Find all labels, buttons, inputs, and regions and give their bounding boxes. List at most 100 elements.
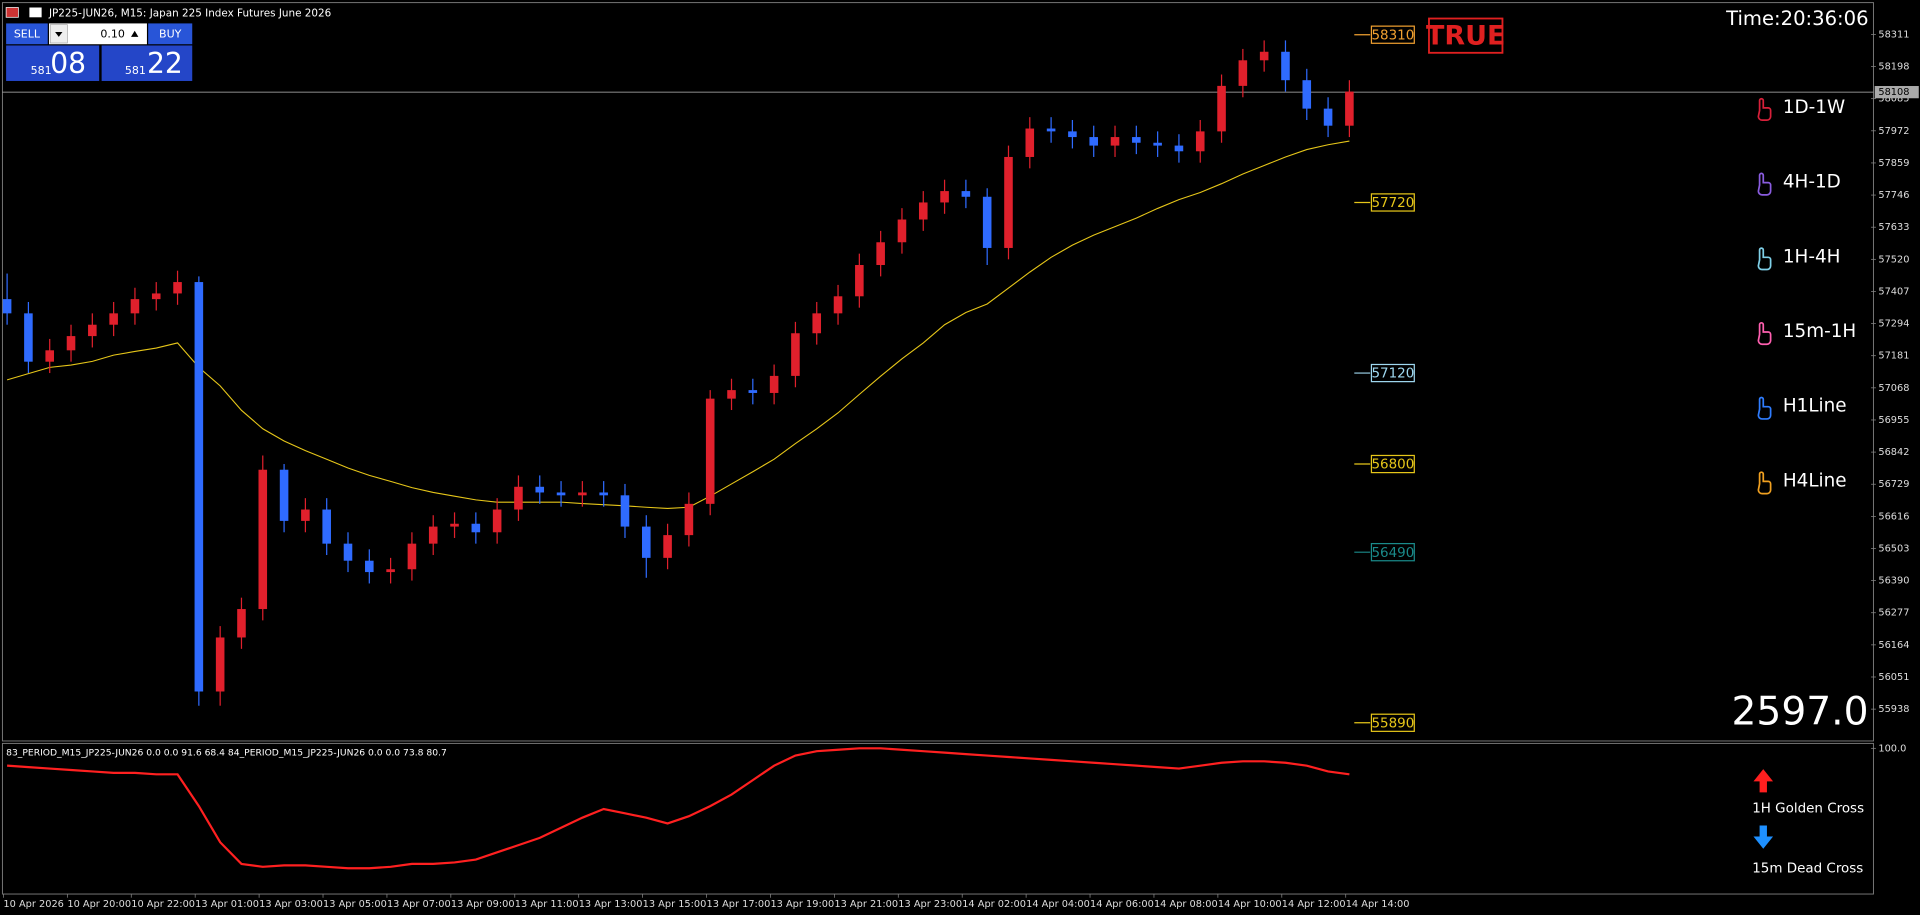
y-tick-label: 55938 bbox=[1878, 704, 1909, 715]
candle-body bbox=[492, 509, 502, 533]
sell-button[interactable] bbox=[6, 23, 48, 45]
hand-icon bbox=[1757, 247, 1772, 271]
clock: Time:20:36:06 bbox=[1725, 7, 1868, 30]
candle-body bbox=[471, 523, 481, 533]
sub-title: 83_PERIOD_M15_JP225-JUN26 0.0 0.0 91.6 6… bbox=[6, 748, 447, 759]
candle-body bbox=[855, 265, 864, 297]
candle-body bbox=[194, 282, 204, 692]
candle-body bbox=[961, 191, 971, 197]
candle-body bbox=[940, 191, 949, 203]
current-price-box bbox=[1874, 86, 1919, 99]
level-label: 55890 bbox=[1371, 716, 1414, 731]
x-tick-label: 13 Apr 09:00 bbox=[451, 899, 515, 910]
window-title: JP225-JUN26, M15: Japan 225 Index Future… bbox=[48, 8, 331, 20]
bid-value: 08 bbox=[50, 47, 86, 80]
candle-body bbox=[578, 492, 587, 496]
candle-body bbox=[1195, 131, 1205, 152]
lot-up[interactable] bbox=[131, 30, 139, 37]
candle-body bbox=[24, 313, 33, 362]
candle-body bbox=[322, 509, 331, 544]
y-tick-label: 57520 bbox=[1878, 254, 1909, 265]
x-tick-label: 14 Apr 04:00 bbox=[1026, 899, 1090, 910]
candle-body bbox=[1323, 108, 1333, 126]
candle-body bbox=[791, 333, 800, 376]
candle-body bbox=[130, 299, 140, 314]
title-bar: JP225-JUN26, M15: Japan 225 Index Future… bbox=[5, 7, 331, 20]
level-box bbox=[1370, 542, 1415, 562]
big-value: 2597.0 bbox=[1731, 690, 1868, 735]
candle-body bbox=[1025, 128, 1035, 157]
hand-icon bbox=[1757, 471, 1772, 495]
candle-body bbox=[1046, 128, 1056, 132]
level-label: 57720 bbox=[1371, 196, 1414, 211]
candle-body bbox=[1217, 85, 1226, 132]
candle-body bbox=[45, 350, 54, 362]
y-tick-label: 57407 bbox=[1878, 286, 1909, 297]
golden-cross-arrow bbox=[1753, 769, 1774, 793]
candle-body bbox=[301, 509, 310, 521]
hand-icon bbox=[1757, 172, 1772, 196]
candle-body bbox=[407, 543, 417, 570]
hand-icon bbox=[1757, 321, 1772, 346]
buy-button[interactable] bbox=[148, 23, 193, 45]
y-tick-label: 56164 bbox=[1878, 640, 1909, 651]
candle-body bbox=[1281, 51, 1290, 81]
candle-body bbox=[386, 569, 395, 573]
x-tick-label: 13 Apr 13:00 bbox=[579, 899, 643, 910]
icon bbox=[29, 7, 42, 18]
signal-label: 15m-1H bbox=[1783, 321, 1856, 342]
candle-body bbox=[748, 390, 758, 393]
y-tick-label: 57294 bbox=[1878, 319, 1909, 330]
ask-box[interactable] bbox=[101, 45, 193, 81]
y-tick-label: 57746 bbox=[1878, 190, 1909, 201]
candle-body bbox=[279, 469, 289, 521]
status-box bbox=[1428, 17, 1504, 54]
bid-box[interactable] bbox=[6, 45, 100, 81]
candle-body bbox=[1259, 51, 1269, 61]
hand-icon bbox=[1757, 97, 1772, 122]
level-box bbox=[1370, 363, 1415, 383]
y-tick-label: 56616 bbox=[1878, 511, 1909, 522]
candle-body bbox=[1174, 145, 1184, 152]
y-tick-label: 57859 bbox=[1878, 158, 1909, 169]
dropdown-arrow bbox=[55, 31, 63, 37]
x-tick-label: 13 Apr 15:00 bbox=[643, 899, 707, 910]
y-tick-label: 100.0 bbox=[1878, 743, 1906, 754]
level-label: 56800 bbox=[1371, 458, 1414, 473]
level-label: 58310 bbox=[1371, 28, 1414, 43]
x-tick-label: 13 Apr 07:00 bbox=[387, 899, 451, 910]
level-box bbox=[1370, 193, 1415, 212]
candle-body bbox=[705, 398, 715, 504]
y-tick-label: 56390 bbox=[1878, 576, 1909, 587]
y-tick-label: 56503 bbox=[1878, 543, 1909, 554]
candle-body bbox=[1238, 60, 1248, 86]
candle-body bbox=[151, 293, 161, 300]
x-tick-label: 13 Apr 03:00 bbox=[259, 899, 323, 910]
x-tick-label: 10 Apr 20:00 bbox=[67, 899, 131, 910]
current-price-label: 58108 bbox=[1878, 87, 1909, 98]
x-tick-label: 14 Apr 14:00 bbox=[1346, 899, 1410, 910]
candle-body bbox=[173, 282, 182, 294]
x-tick-label: 13 Apr 05:00 bbox=[323, 899, 387, 910]
x-tick-label: 13 Apr 21:00 bbox=[834, 899, 898, 910]
candle-body bbox=[343, 543, 353, 561]
status: TRUE bbox=[1426, 20, 1505, 51]
y-tick-label: 56955 bbox=[1878, 415, 1909, 426]
candle-body bbox=[642, 526, 651, 558]
sell-label[interactable]: SELL bbox=[14, 27, 41, 40]
candle-body bbox=[727, 390, 736, 399]
candle-body bbox=[258, 469, 268, 610]
lot-field[interactable] bbox=[48, 23, 147, 45]
candle-body bbox=[599, 492, 608, 496]
level-label: 57120 bbox=[1371, 367, 1414, 382]
candle-body bbox=[1302, 80, 1312, 109]
y-tick-label: 58198 bbox=[1878, 62, 1909, 73]
x-tick-label: 14 Apr 08:00 bbox=[1154, 899, 1218, 910]
lot-value[interactable]: 0.10 bbox=[100, 27, 125, 40]
x-tick-label: 14 Apr 10:00 bbox=[1218, 899, 1282, 910]
dead-cross-arrow bbox=[1753, 825, 1774, 849]
candle-body bbox=[1068, 131, 1077, 138]
trade-panel[interactable]: SELL 0.10 BUY 581 08 581 22 bbox=[6, 23, 193, 81]
candle-body bbox=[1110, 137, 1120, 146]
buy-label[interactable]: BUY bbox=[159, 27, 182, 40]
